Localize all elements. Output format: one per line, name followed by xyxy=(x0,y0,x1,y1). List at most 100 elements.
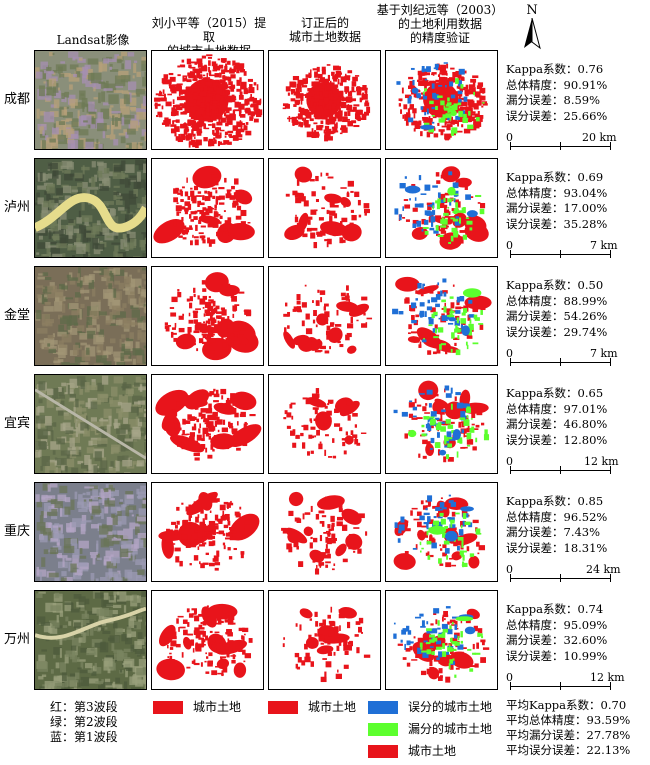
scale-tick xyxy=(560,466,561,474)
header-col4-line2: 的土地利用数据 xyxy=(397,17,482,31)
accuracy-stats: Kappa系数：0.74 总体精度：95.09% 漏分误差：32.60% 误分误差：1… xyxy=(506,602,607,664)
city-label: 万州 xyxy=(4,632,31,647)
legend-swatch-commission xyxy=(368,701,398,714)
extracted-urban-map xyxy=(151,266,264,366)
summary-commission: 平均误分误差：22.13% xyxy=(506,743,631,757)
validation-map xyxy=(385,50,498,150)
landsat-image xyxy=(34,482,147,582)
scale-tick xyxy=(510,574,511,582)
accuracy-stats: Kappa系数：0.50 总体精度：88.99% 漏分误差：54.26% 误分误差：2… xyxy=(506,278,607,340)
city-label: 成都 xyxy=(4,92,31,107)
scale-tick xyxy=(610,142,611,150)
stat-accuracy: 总体精度：93.04% xyxy=(506,185,608,200)
stat-omission: 漏分误差：54.26% xyxy=(506,309,608,323)
legend-commission-label: 误分的城市土地 xyxy=(408,700,493,714)
city-label: 重庆 xyxy=(4,524,31,539)
accuracy-stats: Kappa系数：0.69 总体精度：93.04% 漏分误差：17.00% 误分误差：3… xyxy=(506,170,607,232)
scale-tick xyxy=(560,250,561,258)
stat-accuracy: 总体精度：96.52% xyxy=(506,509,608,524)
header-col2-line1: 刘小平等（2015）提取 xyxy=(151,16,267,44)
corrected-urban-map xyxy=(268,482,381,582)
stat-kappa: Kappa系数：0.74 xyxy=(506,602,604,616)
scale-bar: 0 12 km xyxy=(506,455,626,480)
scale-tick xyxy=(560,574,561,582)
validation-map xyxy=(385,482,498,582)
scale-zero: 0 xyxy=(506,131,513,144)
scale-zero: 0 xyxy=(506,455,513,468)
stat-commission: 误分误差：10.99% xyxy=(506,648,608,663)
scale-tick xyxy=(510,142,511,150)
scale-bar: 0 24 km xyxy=(506,563,626,588)
scale-tick xyxy=(560,358,561,366)
stat-accuracy: 总体精度：90.91% xyxy=(506,77,608,92)
scale-bar: 0 12 km xyxy=(506,671,626,696)
scale-distance: 7 km xyxy=(590,347,618,360)
extracted-urban-map xyxy=(151,590,264,690)
extracted-urban-map xyxy=(151,50,264,150)
stat-omission: 漏分误差：17.00% xyxy=(506,201,608,215)
summary-kappa: 平均Kappa系数：0.70 xyxy=(506,698,627,712)
city-label: 泸州 xyxy=(4,200,31,215)
landsat-image xyxy=(34,266,147,366)
legend-col2-label: 城市土地 xyxy=(193,700,242,714)
validation-map xyxy=(385,590,498,690)
scale-tick xyxy=(510,358,511,366)
header-col4-line3: 的精度验证 xyxy=(409,31,470,45)
band-red: 红：第3波段 xyxy=(50,700,118,714)
stat-commission: 误分误差：25.66% xyxy=(506,108,608,123)
scale-tick xyxy=(560,682,561,690)
stat-commission: 误分误差：12.80% xyxy=(506,432,608,447)
stat-kappa: Kappa系数：0.76 xyxy=(506,62,604,76)
legend-col3-urban: 城市土地 xyxy=(268,700,356,714)
summary-stats: 平均Kappa系数：0.70 平均总体精度：93.59% 平均漏分误差：27.7… xyxy=(506,698,630,758)
accuracy-stats: Kappa系数：0.65 总体精度：97.01% 漏分误差：46.80% 误分误差：1… xyxy=(506,386,607,448)
scale-tick xyxy=(610,358,611,366)
north-label: N xyxy=(526,3,538,18)
legend-commission: 误分的城市土地 xyxy=(368,700,492,714)
scale-tick xyxy=(610,682,611,690)
stat-kappa: Kappa系数：0.85 xyxy=(506,494,604,508)
scale-tick xyxy=(610,250,611,258)
band-blue: 蓝：第1波段 xyxy=(50,730,118,744)
legend-omission-label: 漏分的城市土地 xyxy=(408,722,493,736)
north-arrow-icon: N xyxy=(520,4,544,50)
header-col4-line1: 基于刘纪远等（2003） xyxy=(376,3,504,17)
stat-commission: 误分误差：29.74% xyxy=(506,324,608,339)
corrected-urban-map xyxy=(268,374,381,474)
scale-tick xyxy=(510,250,511,258)
summary-accuracy: 平均总体精度：93.59% xyxy=(506,713,631,727)
header-landsat: Landsat影像 xyxy=(56,33,130,47)
stat-omission: 漏分误差：46.80% xyxy=(506,417,608,431)
extracted-urban-map xyxy=(151,374,264,474)
band-green: 绿：第2波段 xyxy=(50,715,118,729)
stat-commission: 误分误差：18.31% xyxy=(506,540,608,555)
header-col3: 订正后的 城市土地数据 xyxy=(266,16,384,44)
validation-map xyxy=(385,158,498,258)
corrected-urban-map xyxy=(268,158,381,258)
legend-swatch-omission xyxy=(368,723,398,736)
scale-distance: 7 km xyxy=(590,239,618,252)
header-col4: 基于刘纪远等（2003） 的土地利用数据 的精度验证 xyxy=(372,3,508,45)
legend-col3-label: 城市土地 xyxy=(308,700,357,714)
legend-swatch-urban xyxy=(153,701,183,714)
stat-omission: 漏分误差：32.60% xyxy=(506,633,608,647)
stat-omission: 漏分误差：7.43% xyxy=(506,525,601,539)
scale-bar: 0 20 km xyxy=(506,131,626,156)
landsat-image xyxy=(34,590,147,690)
legend-col2-urban: 城市土地 xyxy=(153,700,241,714)
scale-tick xyxy=(610,466,611,474)
stat-kappa: Kappa系数：0.69 xyxy=(506,170,604,184)
extracted-urban-map xyxy=(151,158,264,258)
scale-tick xyxy=(610,574,611,582)
corrected-urban-map xyxy=(268,590,381,690)
stat-kappa: Kappa系数：0.50 xyxy=(506,278,604,292)
corrected-urban-map xyxy=(268,50,381,150)
city-label: 金堂 xyxy=(4,308,31,323)
stat-accuracy: 总体精度：88.99% xyxy=(506,293,608,308)
stat-omission: 漏分误差：8.59% xyxy=(506,93,601,107)
scale-tick xyxy=(560,142,561,150)
header-col3-line2: 城市土地数据 xyxy=(288,30,361,44)
scale-distance: 20 km xyxy=(582,131,617,144)
landsat-image xyxy=(34,158,147,258)
scale-zero: 0 xyxy=(506,239,513,252)
